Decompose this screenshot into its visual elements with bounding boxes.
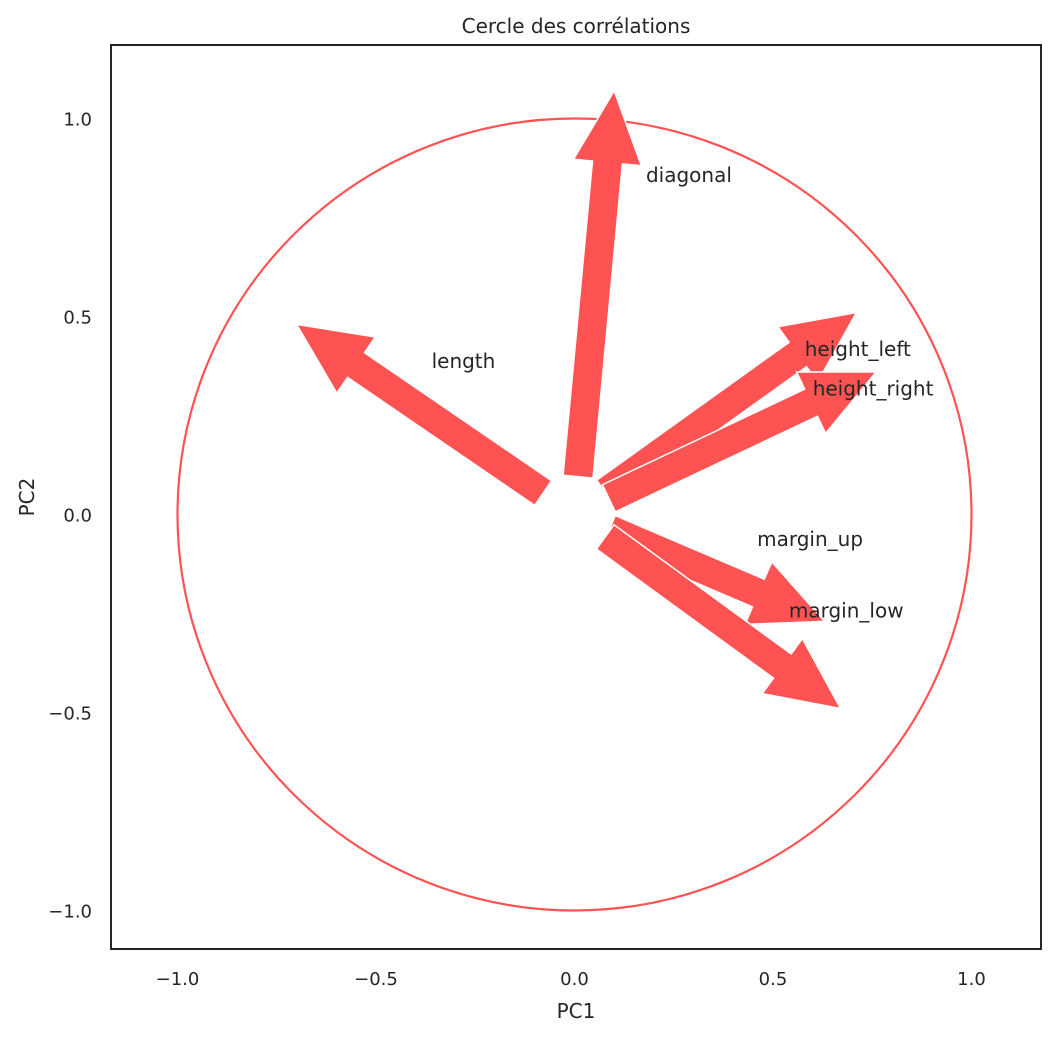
variable-label-height-right: height_right <box>813 377 934 401</box>
y-tick-label: 1.0 <box>63 110 92 131</box>
variable-label-diagonal: diagonal <box>646 163 732 187</box>
correlation-circle <box>176 117 973 912</box>
arrow-margin-up <box>602 514 827 626</box>
variable-label-margin-up: margin_up <box>757 527 863 551</box>
y-tick-label: −1.0 <box>48 902 92 923</box>
plot-area <box>110 44 1042 950</box>
y-tick-label: 0.5 <box>63 308 92 329</box>
plot-frame <box>110 44 1042 950</box>
x-tick-label: 1.0 <box>957 969 986 990</box>
chart-title: Cercle des corrélations <box>462 14 691 38</box>
y-axis-label: PC2 <box>15 478 39 517</box>
variable-labels: diagonal length height_left height_rightmar… <box>432 163 934 623</box>
variable-label-height-left: height_left <box>805 337 911 361</box>
arrow-height-right <box>601 371 878 513</box>
arrow-margin-low <box>595 523 842 710</box>
variable-label-length: length <box>432 349 496 373</box>
x-tick-label: 0.0 <box>560 969 589 990</box>
y-tick-label: −0.5 <box>48 704 92 725</box>
y-tick-label: 0.0 <box>63 506 92 527</box>
x-axis-label: PC1 <box>557 999 596 1023</box>
arrow-length <box>295 323 553 507</box>
variable-label-margin-low: margin_low <box>789 598 904 622</box>
x-tick-label: −1.0 <box>156 969 200 990</box>
x-tick-label: −0.5 <box>354 969 398 990</box>
tick-labels: −1.0 −0.5 0.0 0.5 1.0 −1.0 −0.5 0.0 0.5 1.0 <box>48 110 986 991</box>
arrow-diagonal <box>562 89 643 479</box>
x-tick-label: 0.5 <box>759 969 788 990</box>
